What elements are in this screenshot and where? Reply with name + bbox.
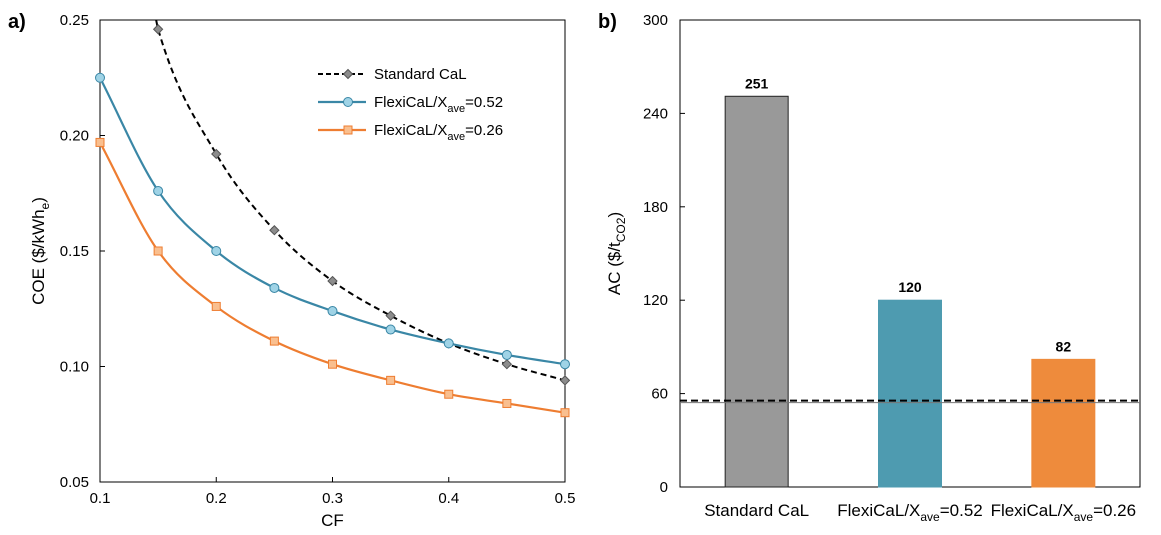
legend-label-1: FlexiCaL/Xave=0.52	[374, 94, 503, 115]
data-point-series-2	[328, 359, 337, 369]
y-tick-label: 0	[660, 479, 668, 496]
label-subscript: ave	[920, 510, 940, 524]
series-line-1	[100, 77, 565, 366]
bar-value-label: 82	[1056, 338, 1072, 354]
x-tick-label: 0.2	[206, 490, 227, 507]
x-tick-label: 0.4	[438, 490, 459, 507]
data-point-series-2	[269, 336, 279, 346]
panel-a-plot-frame	[99, 19, 566, 483]
data-point-series-1	[153, 185, 164, 196]
y-tick-label: 60	[651, 386, 668, 403]
data-point-series-1	[95, 72, 105, 83]
data-point-series-0	[211, 148, 222, 160]
y-axis-title: COE ($/kWhe)	[29, 197, 52, 305]
label-tail: =0.26	[465, 122, 503, 139]
legend-marker-0	[342, 68, 354, 80]
bar-0	[724, 95, 789, 488]
panel-a-letter: a)	[8, 11, 26, 33]
label-base: Standard CaL	[704, 501, 809, 520]
data-point-series-0	[559, 375, 571, 386]
legend-marker-1	[343, 97, 353, 107]
data-point-series-0	[327, 275, 338, 287]
data-point-series-2	[153, 246, 163, 256]
label-base: FlexiCaL/X	[837, 501, 920, 520]
label-subscript: ave	[447, 131, 465, 143]
y-tick-label: 180	[643, 199, 668, 216]
legend-label-0: Standard CaL	[374, 66, 467, 83]
legend: Standard CaLFlexiCaL/Xave=0.52FlexiCaL/X…	[318, 66, 503, 143]
label-tail: )	[605, 212, 624, 218]
y-tick-label: 0.25	[60, 12, 89, 29]
panel-b-bar-chart: b) 0 60 120 180 240 300 AC ($/tCO2) 251 Standard …	[598, 11, 1141, 524]
bar-2	[1031, 358, 1096, 488]
legend-label-2: FlexiCaL/Xave=0.26	[374, 122, 503, 143]
data-point-series-2	[386, 375, 396, 385]
label-base: FlexiCaL/X	[374, 94, 447, 111]
data-point-series-1	[443, 338, 454, 349]
label-tail: =0.26	[1093, 501, 1136, 520]
data-point-series-2	[95, 137, 105, 147]
label-base: Standard CaL	[374, 66, 467, 83]
y-tick-label: 0.15	[60, 243, 89, 260]
data-point-series-2	[211, 301, 221, 311]
label-base: AC ($/t	[605, 242, 624, 295]
data-point-series-2	[502, 398, 512, 408]
label-base: FlexiCaL/X	[374, 122, 447, 139]
data-point-series-0	[152, 24, 164, 35]
y-tick-label: 120	[643, 292, 668, 309]
data-point-series-1	[211, 246, 222, 256]
y-tick-label: 0.20	[60, 128, 89, 145]
label-subscript: ave	[447, 103, 465, 115]
data-point-series-1	[269, 282, 280, 293]
x-tick-label: 0.5	[555, 490, 576, 507]
label-subscript: ave	[1074, 510, 1094, 524]
data-point-series-0	[269, 225, 280, 236]
label-tail: =0.52	[940, 501, 983, 520]
bar-1	[878, 299, 942, 488]
data-point-series-2	[560, 408, 570, 418]
bar-value-label: 120	[898, 279, 922, 295]
label-subscript: CO2	[614, 217, 628, 242]
panel-b-letter: b)	[598, 11, 617, 33]
data-point-series-0	[501, 358, 513, 370]
legend-marker-2	[343, 125, 353, 135]
y-tick-label: 0.05	[60, 474, 89, 491]
label-base: COE ($/kWh	[29, 209, 48, 304]
category-label-1: FlexiCaL/Xave=0.52	[837, 501, 983, 524]
data-point-series-1	[385, 324, 396, 335]
data-point-series-1	[501, 349, 512, 360]
label-tail: =0.52	[465, 94, 503, 111]
x-tick-label: 0.3	[322, 490, 343, 507]
bar-value-label: 251	[745, 75, 769, 91]
y-tick-label: 240	[643, 105, 668, 122]
category-label-2: FlexiCaL/Xave=0.26	[991, 501, 1137, 524]
y-tick-label: 300	[643, 12, 668, 29]
category-label-0: Standard CaL	[704, 501, 809, 520]
x-axis-title: CF	[321, 511, 344, 530]
label-tail: )	[29, 197, 48, 203]
label-base: FlexiCaL/X	[991, 501, 1074, 520]
label-subscript: e	[38, 202, 52, 209]
data-point-series-2	[444, 389, 454, 399]
x-tick-label: 0.1	[90, 490, 111, 507]
data-point-series-0	[385, 310, 396, 321]
series-line-0	[155, 20, 565, 382]
data-point-series-1	[327, 306, 338, 317]
y-axis-title: AC ($/tCO2)	[605, 212, 628, 295]
y-tick-label: 0.10	[60, 359, 89, 376]
panel-a-line-chart: a) 0.05 0.10 0.15 0.20 0.25 0.1 0.2 0.3 0.4 0.5 CF C…	[8, 11, 575, 530]
data-point-series-1	[560, 359, 570, 370]
